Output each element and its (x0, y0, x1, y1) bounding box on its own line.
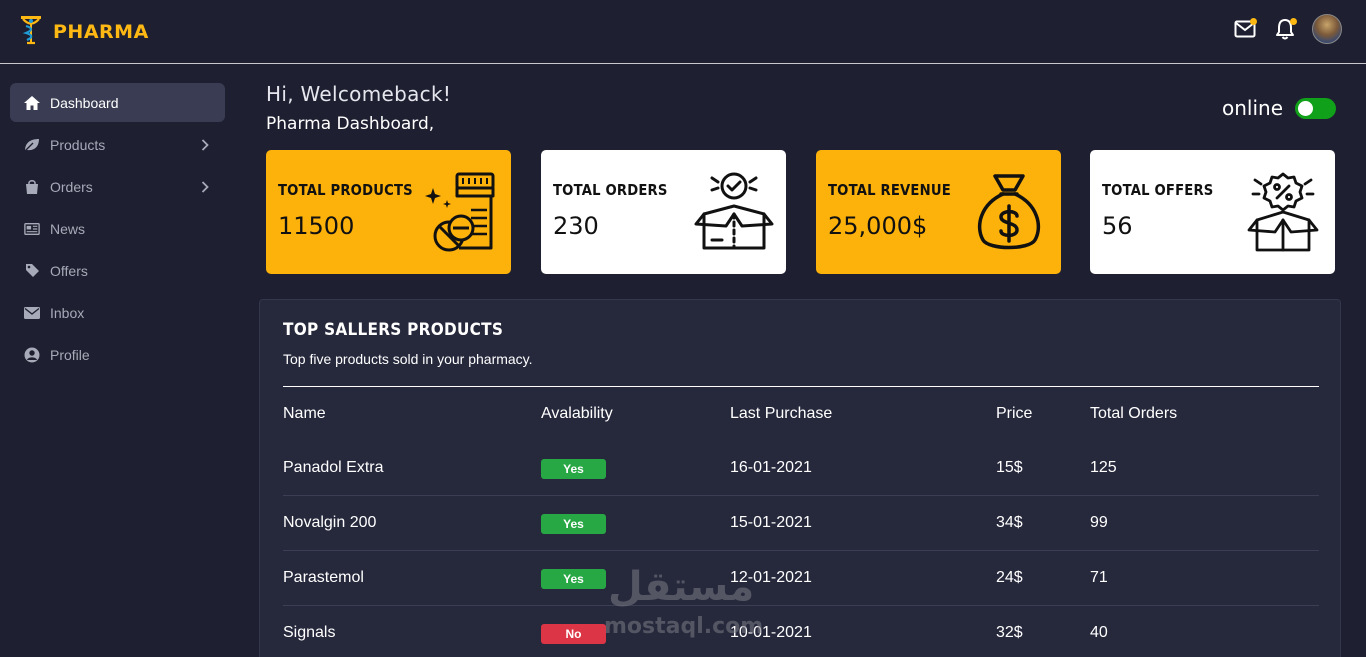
offer-box-icon (1241, 170, 1325, 254)
stat-card-label: TOTAL REVENUE (828, 181, 951, 199)
cell-price: 24$ (996, 569, 1023, 586)
sidebar-item-label: Profile (50, 346, 90, 363)
stat-card-value: 25,000$ (828, 212, 928, 240)
stat-card-label: TOTAL ORDERS (553, 181, 668, 199)
row-divider (283, 495, 1319, 496)
sidebar-item-label: Inbox (50, 304, 85, 321)
online-status-label: online (1222, 96, 1284, 120)
envelope-icon (24, 305, 40, 321)
status-badge: Yes (541, 459, 606, 479)
leaf-icon (24, 137, 40, 153)
column-header-price[interactable]: Price (996, 405, 1033, 422)
cell-price: 15$ (996, 459, 1023, 476)
column-header-total-orders[interactable]: Total Orders (1090, 405, 1178, 422)
chevron-right-icon (201, 138, 209, 154)
sidebar-item-label: News (50, 220, 86, 237)
tag-icon (24, 263, 40, 279)
envelope-icon[interactable] (1232, 16, 1258, 42)
sidebar: Dashboard Products Orders News Offers (0, 65, 236, 657)
cell-total-orders: 71 (1090, 569, 1108, 586)
brand-name: PHARMA (53, 20, 149, 43)
column-header-last-purchase[interactable]: Last Purchase (730, 405, 833, 422)
sidebar-item-offers[interactable]: Offers (10, 251, 225, 290)
sidebar-item-products[interactable]: Products (10, 125, 225, 164)
top-sellers-panel: TOP SALLERS PRODUCTS Top five products s… (259, 299, 1341, 657)
row-divider (283, 550, 1319, 551)
top-bar: PHARMA (0, 0, 1366, 64)
stat-card-label: TOTAL OFFERS (1102, 181, 1214, 199)
sidebar-item-orders[interactable]: Orders (10, 167, 225, 206)
stat-card-total-revenue[interactable]: TOTAL REVENUE 25,000$ (816, 150, 1061, 274)
cell-price: 34$ (996, 514, 1023, 531)
stat-card-total-orders[interactable]: TOTAL ORDERS 230 (541, 150, 786, 274)
chevron-right-icon (201, 180, 209, 196)
brand[interactable]: PHARMA (18, 12, 149, 51)
cell-total-orders: 125 (1090, 459, 1117, 476)
avatar[interactable] (1312, 14, 1342, 44)
home-icon (24, 95, 40, 111)
cell-total-orders: 40 (1090, 624, 1108, 641)
order-box-icon (692, 170, 776, 254)
sidebar-item-inbox[interactable]: Inbox (10, 293, 225, 332)
stat-card-value: 56 (1102, 212, 1133, 240)
status-badge: Yes (541, 569, 606, 589)
sidebar-item-profile[interactable]: Profile (10, 335, 225, 374)
column-header-name[interactable]: Name (283, 405, 326, 422)
cell-name: Panadol Extra (283, 459, 384, 476)
stat-card-value: 11500 (278, 212, 355, 240)
cell-price: 32$ (996, 624, 1023, 641)
stat-card-value: 230 (553, 212, 599, 240)
stat-card-label: TOTAL PRODUCTS (278, 181, 413, 199)
column-header-availability[interactable]: Avalability (541, 405, 613, 422)
sidebar-item-dashboard[interactable]: Dashboard (10, 83, 225, 122)
cell-name: Novalgin 200 (283, 514, 377, 531)
sidebar-item-label: Products (50, 136, 106, 153)
toggle-knob (1298, 100, 1314, 116)
caduceus-logo-icon (18, 12, 44, 51)
row-divider (283, 605, 1319, 606)
bell-icon[interactable] (1272, 16, 1298, 42)
sidebar-item-label: Orders (50, 178, 93, 195)
panel-subtitle: Top five products sold in your pharmacy. (283, 351, 533, 367)
cell-total-orders: 99 (1090, 514, 1108, 531)
sidebar-item-news[interactable]: News (10, 209, 225, 248)
mail-notification-dot (1250, 18, 1257, 25)
online-toggle[interactable] (1295, 97, 1337, 119)
cell-last-purchase: 16-01-2021 (730, 459, 812, 476)
newspaper-icon (24, 221, 40, 237)
stat-card-total-products[interactable]: TOTAL PRODUCTS 11500 (266, 150, 511, 274)
cell-name: Parastemol (283, 569, 364, 586)
sidebar-item-label: Dashboard (50, 94, 119, 111)
top-actions (1218, 14, 1342, 44)
page-title: Pharma Dashboard, (266, 114, 435, 134)
user-circle-icon (24, 347, 40, 363)
online-status: online (1222, 96, 1337, 120)
cell-name: Signals (283, 624, 336, 641)
cell-last-purchase: 15-01-2021 (730, 514, 812, 531)
status-badge: No (541, 624, 606, 644)
welcome-greeting: Hi, Welcomeback! (266, 82, 452, 106)
bell-notification-dot (1290, 18, 1297, 25)
money-bag-icon (967, 170, 1051, 254)
divider (283, 386, 1319, 387)
status-badge: Yes (541, 514, 606, 534)
cell-last-purchase: 12-01-2021 (730, 569, 812, 586)
cell-last-purchase: 10-01-2021 (730, 624, 812, 641)
shopping-bag-icon (24, 179, 40, 195)
pills-bottle-icon (417, 170, 501, 254)
panel-title: TOP SALLERS PRODUCTS (283, 320, 504, 340)
stat-card-total-offers[interactable]: TOTAL OFFERS 56 (1090, 150, 1335, 274)
sidebar-item-label: Offers (50, 262, 88, 279)
